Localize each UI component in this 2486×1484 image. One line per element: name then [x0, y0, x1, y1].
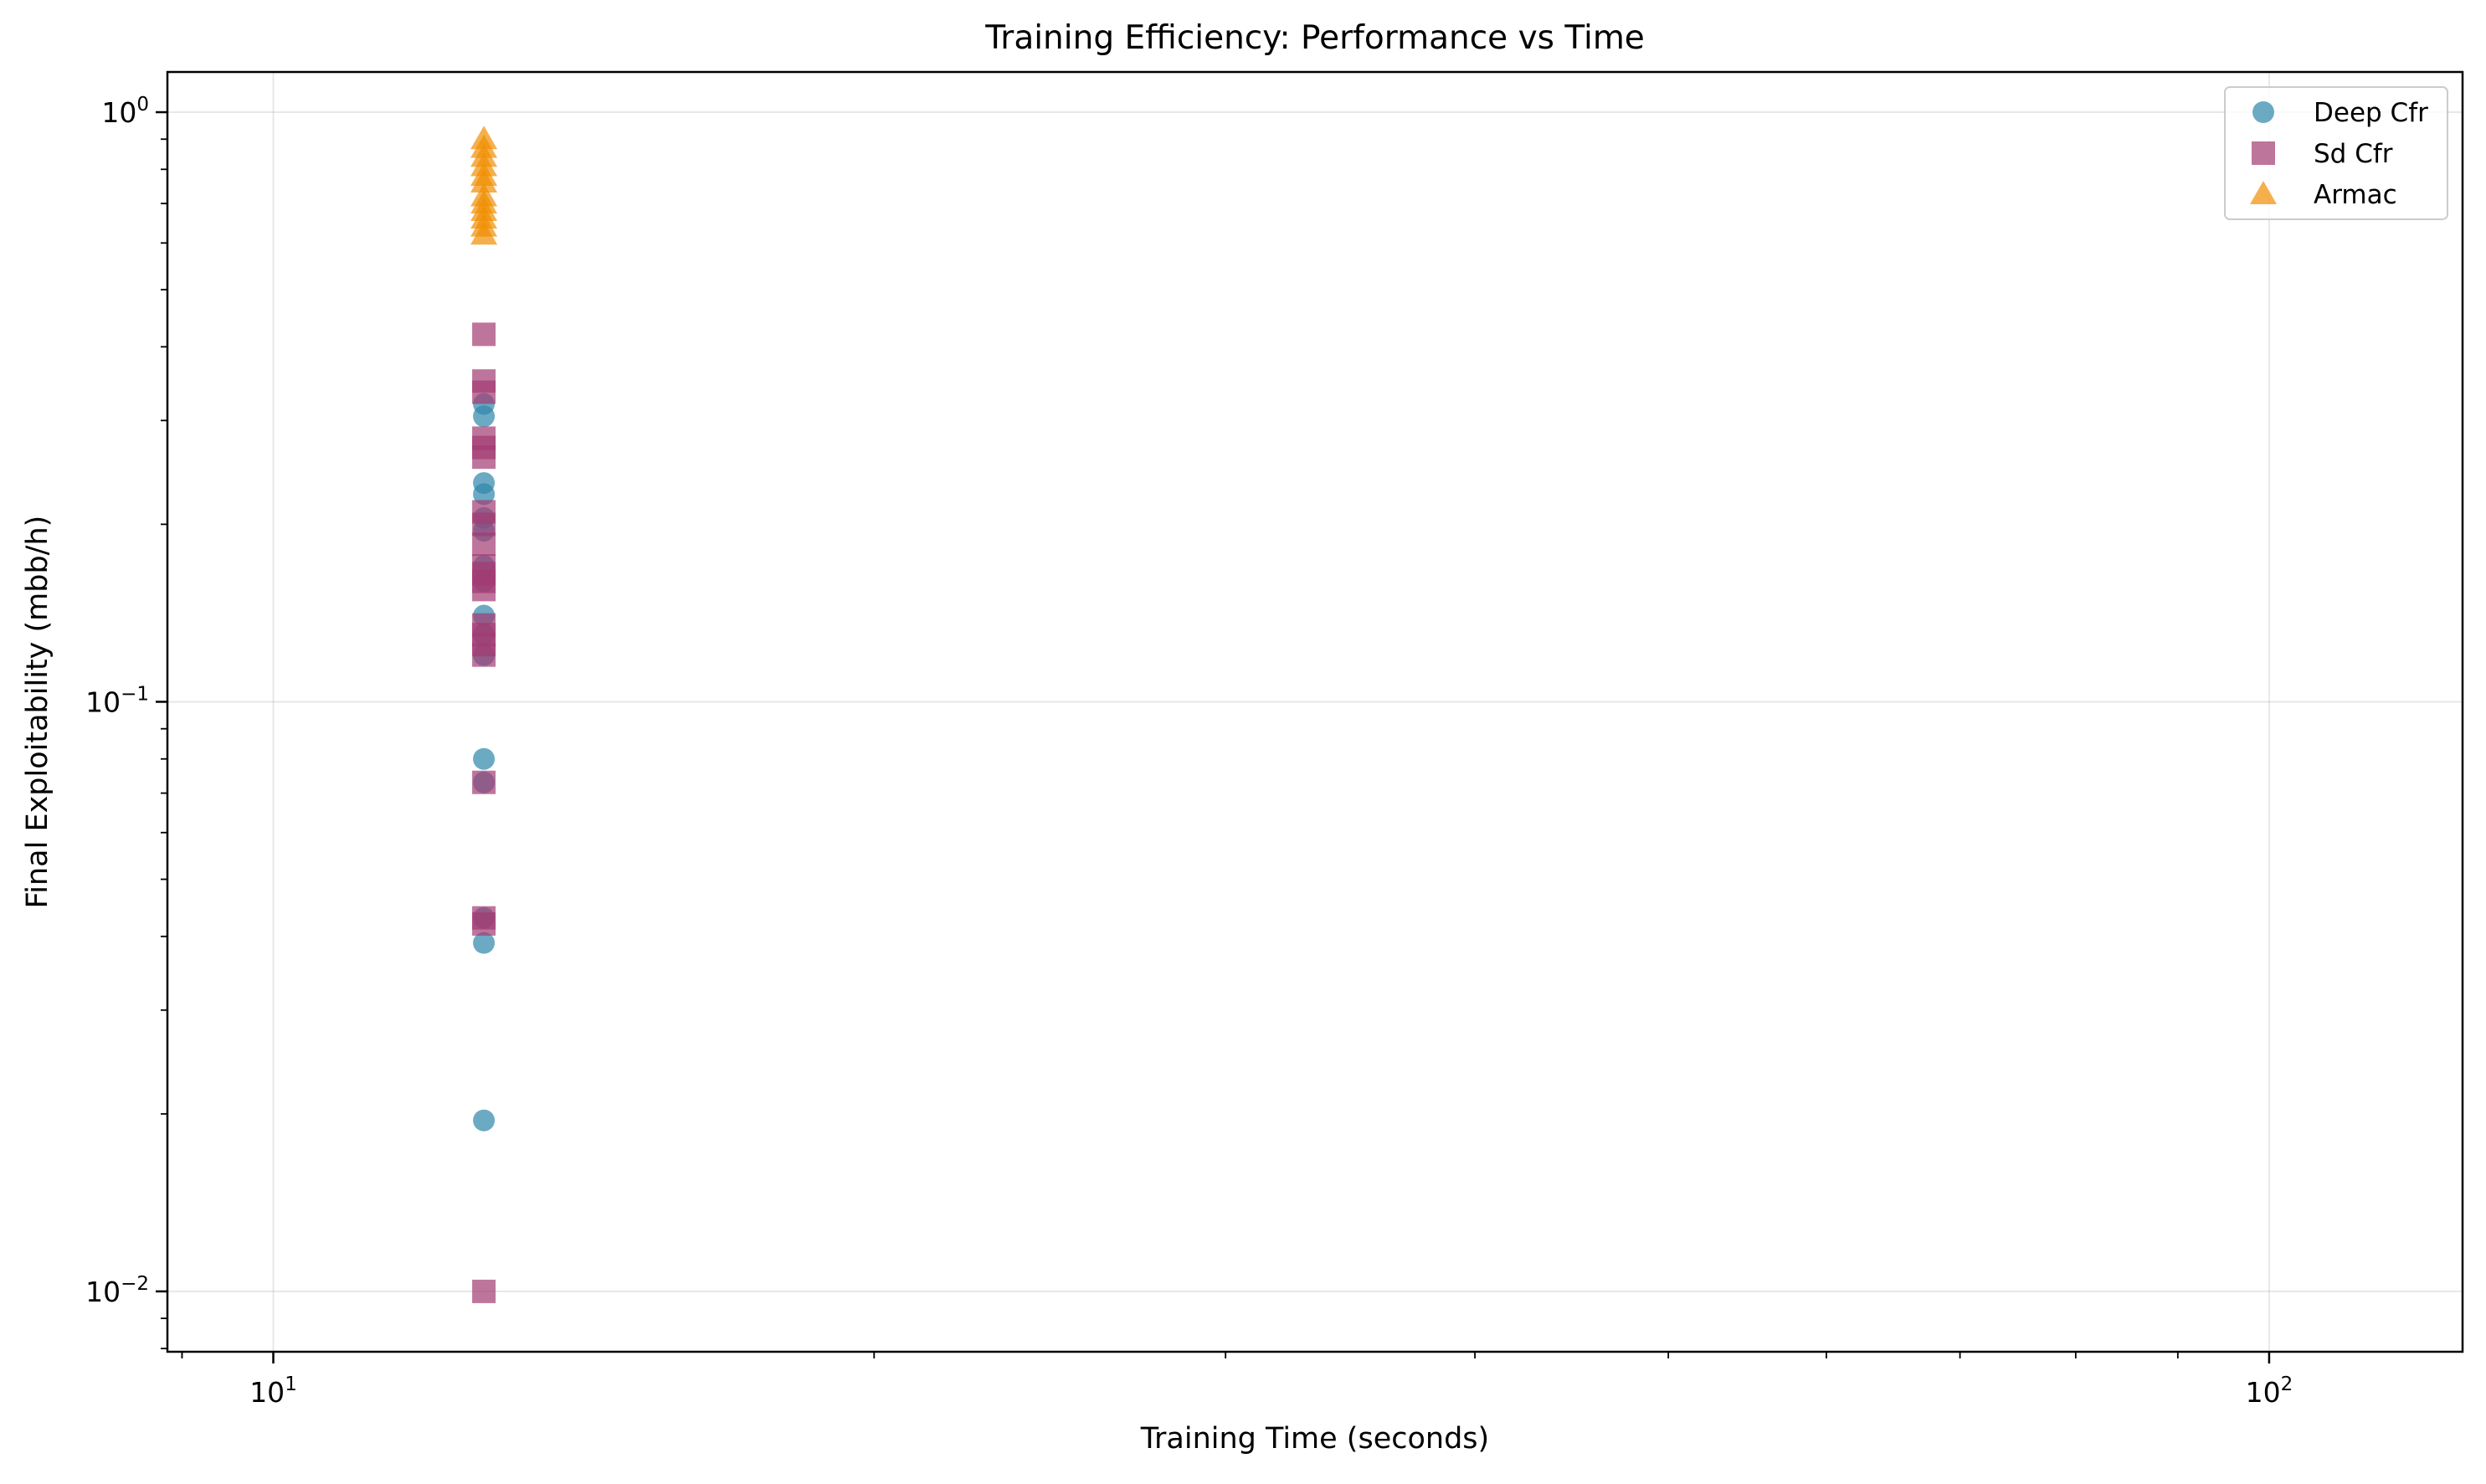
- data-point: [472, 512, 496, 537]
- grid: [167, 72, 2463, 1352]
- chart-title: Training Efficiency: Performance vs Time: [984, 19, 1645, 57]
- data-point: [473, 932, 496, 954]
- legend-items: Deep Cfr Sd Cfr Armac: [2250, 98, 2428, 210]
- y-tick-label: 10−1: [85, 683, 149, 718]
- legend-label: Armac: [2314, 180, 2397, 210]
- plot-frame: [166, 70, 2464, 1353]
- series-sd-cfr: [472, 322, 496, 1303]
- data-points: [470, 126, 498, 1303]
- data-point: [472, 322, 496, 347]
- legend-label: Sd Cfr: [2314, 139, 2393, 169]
- legend-marker: [2252, 141, 2275, 165]
- x-tick-label: 101: [249, 1374, 297, 1409]
- data-point: [472, 911, 496, 936]
- data-point: [472, 643, 496, 667]
- y-tick-label: 10−2: [85, 1273, 149, 1308]
- legend: Deep Cfr Sd Cfr Armac: [2224, 86, 2448, 220]
- x-tick-label: 102: [2246, 1374, 2293, 1409]
- data-point: [472, 532, 496, 557]
- data-point: [470, 168, 498, 193]
- data-point: [473, 405, 496, 428]
- legend-label: Deep Cfr: [2314, 98, 2428, 128]
- data-point: [472, 578, 496, 602]
- legend-item-armac: Armac: [2250, 180, 2397, 210]
- data-point: [472, 1279, 496, 1303]
- data-point: [473, 747, 496, 770]
- axis-ticks: [156, 110, 2271, 1363]
- data-point: [472, 445, 496, 470]
- y-tick-label: 100: [101, 94, 149, 129]
- y-axis-label: Final Exploitability (mbb/h): [21, 516, 54, 909]
- tick-labels: 101 102 10−2 10−1 100: [85, 94, 2293, 1409]
- legend-marker: [2252, 101, 2274, 123]
- legend-item-deep-cfr: Deep Cfr: [2252, 98, 2428, 128]
- legend-frame: [2224, 86, 2448, 220]
- series-armac: [470, 126, 498, 245]
- data-point: [473, 1109, 496, 1132]
- data-point: [473, 483, 496, 506]
- legend-marker: [2250, 181, 2277, 204]
- x-axis-label: Training Time (seconds): [1140, 1422, 1489, 1456]
- data-point: [470, 221, 498, 245]
- data-point: [472, 770, 496, 794]
- legend-item-sd-cfr: Sd Cfr: [2252, 139, 2393, 169]
- data-point: [472, 380, 496, 404]
